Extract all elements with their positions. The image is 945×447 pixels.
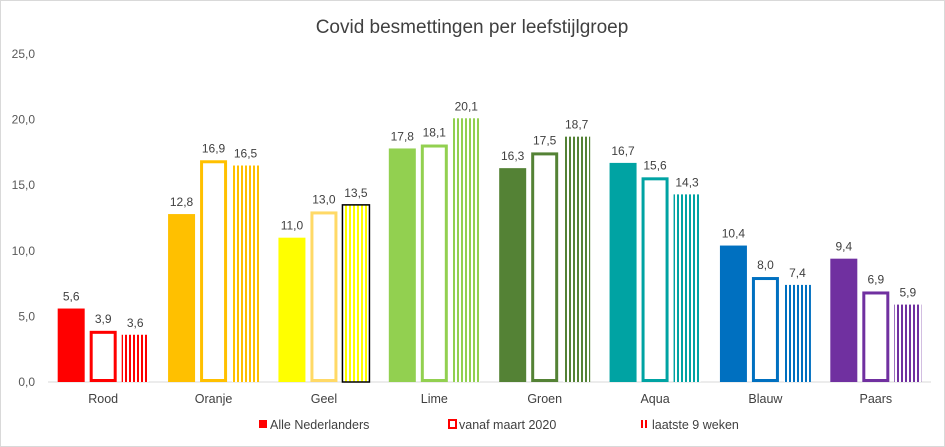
bar-paars-vanaf-maart-2020 [862, 291, 890, 382]
legend-label: Alle Nederlanders [270, 418, 369, 432]
y-tick-label: 0,0 [18, 375, 35, 389]
bar-aqua-laatste-9-weken [673, 194, 701, 382]
legend: Alle Nederlanders vanaf maart 2020 laatste… [259, 418, 739, 432]
category-label-paars: Paars [859, 392, 892, 406]
data-label-aqua-vanaf-maart-2020: 15,6 [643, 158, 667, 172]
data-label-groen-vanaf-maart-2020: 17,5 [533, 133, 557, 147]
data-label-oranje-vanaf-maart-2020: 16,9 [202, 141, 226, 155]
bar-rood-alle-nederlanders [57, 308, 85, 382]
data-label-lime-laatste-9-weken: 20,1 [455, 99, 479, 113]
data-label-paars-laatste-9-weken: 5,9 [899, 286, 916, 300]
legend-label: vanaf maart 2020 [459, 418, 556, 432]
legend-item-vanaf-maart-2020: vanaf maart 2020 [448, 418, 556, 432]
category-labels: Rood Oranje Geel Lime Groen Aqua Blauw Paars [88, 392, 892, 406]
category-label-blauw: Blauw [748, 392, 783, 406]
category-label-oranje: Oranje [195, 392, 233, 406]
category-label-aqua: Aqua [640, 392, 669, 406]
data-label-groen-alle-nederlanders: 16,3 [501, 149, 525, 163]
bar-blauw-vanaf-maart-2020 [751, 277, 779, 383]
legend-item-laatste-9-weken: laatste 9 weken [641, 418, 739, 432]
data-label-paars-alle-nederlanders: 9,4 [835, 240, 852, 254]
data-label-groen-laatste-9-weken: 18,7 [565, 118, 589, 132]
bar-oranje-vanaf-maart-2020 [200, 160, 228, 382]
data-label-oranje-laatste-9-weken: 16,5 [234, 147, 258, 161]
bar-paars-laatste-9-weken [894, 304, 922, 382]
y-tick-label: 15,0 [12, 178, 36, 192]
bar-lime-laatste-9-weken [452, 118, 480, 383]
data-label-blauw-alle-nederlanders: 10,4 [722, 227, 746, 241]
bar-aqua-vanaf-maart-2020 [641, 177, 669, 382]
legend-item-alle-nederlanders: Alle Nederlanders [259, 418, 369, 432]
y-tick-label: 25,0 [12, 47, 36, 61]
bars-group: 5,6 3,9 3,6 12,8 16,9 16,5 11,0 13,0 13,5 17,8 18,… [57, 99, 922, 383]
legend-swatch-striped [641, 420, 649, 428]
data-label-rood-alle-nederlanders: 5,6 [63, 290, 80, 304]
data-label-blauw-vanaf-maart-2020: 8,0 [757, 258, 774, 272]
y-tick-label: 10,0 [12, 244, 36, 258]
bar-aqua-alle-nederlanders [609, 162, 637, 382]
bar-geel-alle-nederlanders [278, 237, 306, 382]
data-label-blauw-laatste-9-weken: 7,4 [789, 266, 806, 280]
data-label-rood-laatste-9-weken: 3,6 [127, 316, 144, 330]
category-label-lime: Lime [421, 392, 448, 406]
category-label-rood: Rood [88, 392, 118, 406]
legend-label: laatste 9 weken [652, 418, 739, 432]
category-label-geel: Geel [311, 392, 337, 406]
bar-lime-alle-nederlanders [388, 148, 416, 382]
bar-groen-alle-nederlanders [499, 168, 527, 382]
data-label-lime-vanaf-maart-2020: 18,1 [423, 126, 447, 140]
bar-paars-alle-nederlanders [830, 258, 858, 382]
y-tick-label: 20,0 [12, 113, 36, 127]
data-label-paars-vanaf-maart-2020: 6,9 [867, 272, 884, 286]
bar-blauw-alle-nederlanders [719, 245, 747, 382]
legend-swatch-outline [448, 419, 457, 429]
data-label-lime-alle-nederlanders: 17,8 [391, 129, 415, 143]
chart-title: Covid besmettingen per leefstijlgroep [316, 17, 629, 38]
bar-groen-vanaf-maart-2020 [531, 152, 559, 382]
category-label-groen: Groen [527, 392, 562, 406]
bar-oranje-alle-nederlanders [168, 214, 196, 382]
bar-lime-vanaf-maart-2020 [420, 144, 448, 382]
bar-blauw-laatste-9-weken [783, 284, 811, 382]
data-label-rood-vanaf-maart-2020: 3,9 [95, 312, 112, 326]
bar-groen-laatste-9-weken [563, 136, 591, 382]
bar-rood-laatste-9-weken [121, 334, 149, 382]
data-label-geel-vanaf-maart-2020: 13,0 [312, 192, 336, 206]
data-label-aqua-alle-nederlanders: 16,7 [611, 144, 635, 158]
bar-geel-vanaf-maart-2020 [310, 211, 338, 382]
data-label-geel-alle-nederlanders: 11,0 [281, 219, 304, 233]
data-label-geel-laatste-9-weken: 13,5 [344, 186, 368, 200]
bar-geel-laatste-9-weken [341, 204, 371, 383]
bar-rood-vanaf-maart-2020 [89, 330, 117, 382]
data-label-oranje-alle-nederlanders: 12,8 [170, 195, 194, 209]
y-tick-label: 5,0 [18, 309, 35, 323]
legend-swatch-solid [259, 420, 267, 428]
y-axis: 0,0 5,0 10,0 15,0 20,0 25,0 [12, 47, 36, 389]
data-label-aqua-laatste-9-weken: 14,3 [675, 175, 699, 189]
bar-oranje-laatste-9-weken [232, 165, 260, 382]
